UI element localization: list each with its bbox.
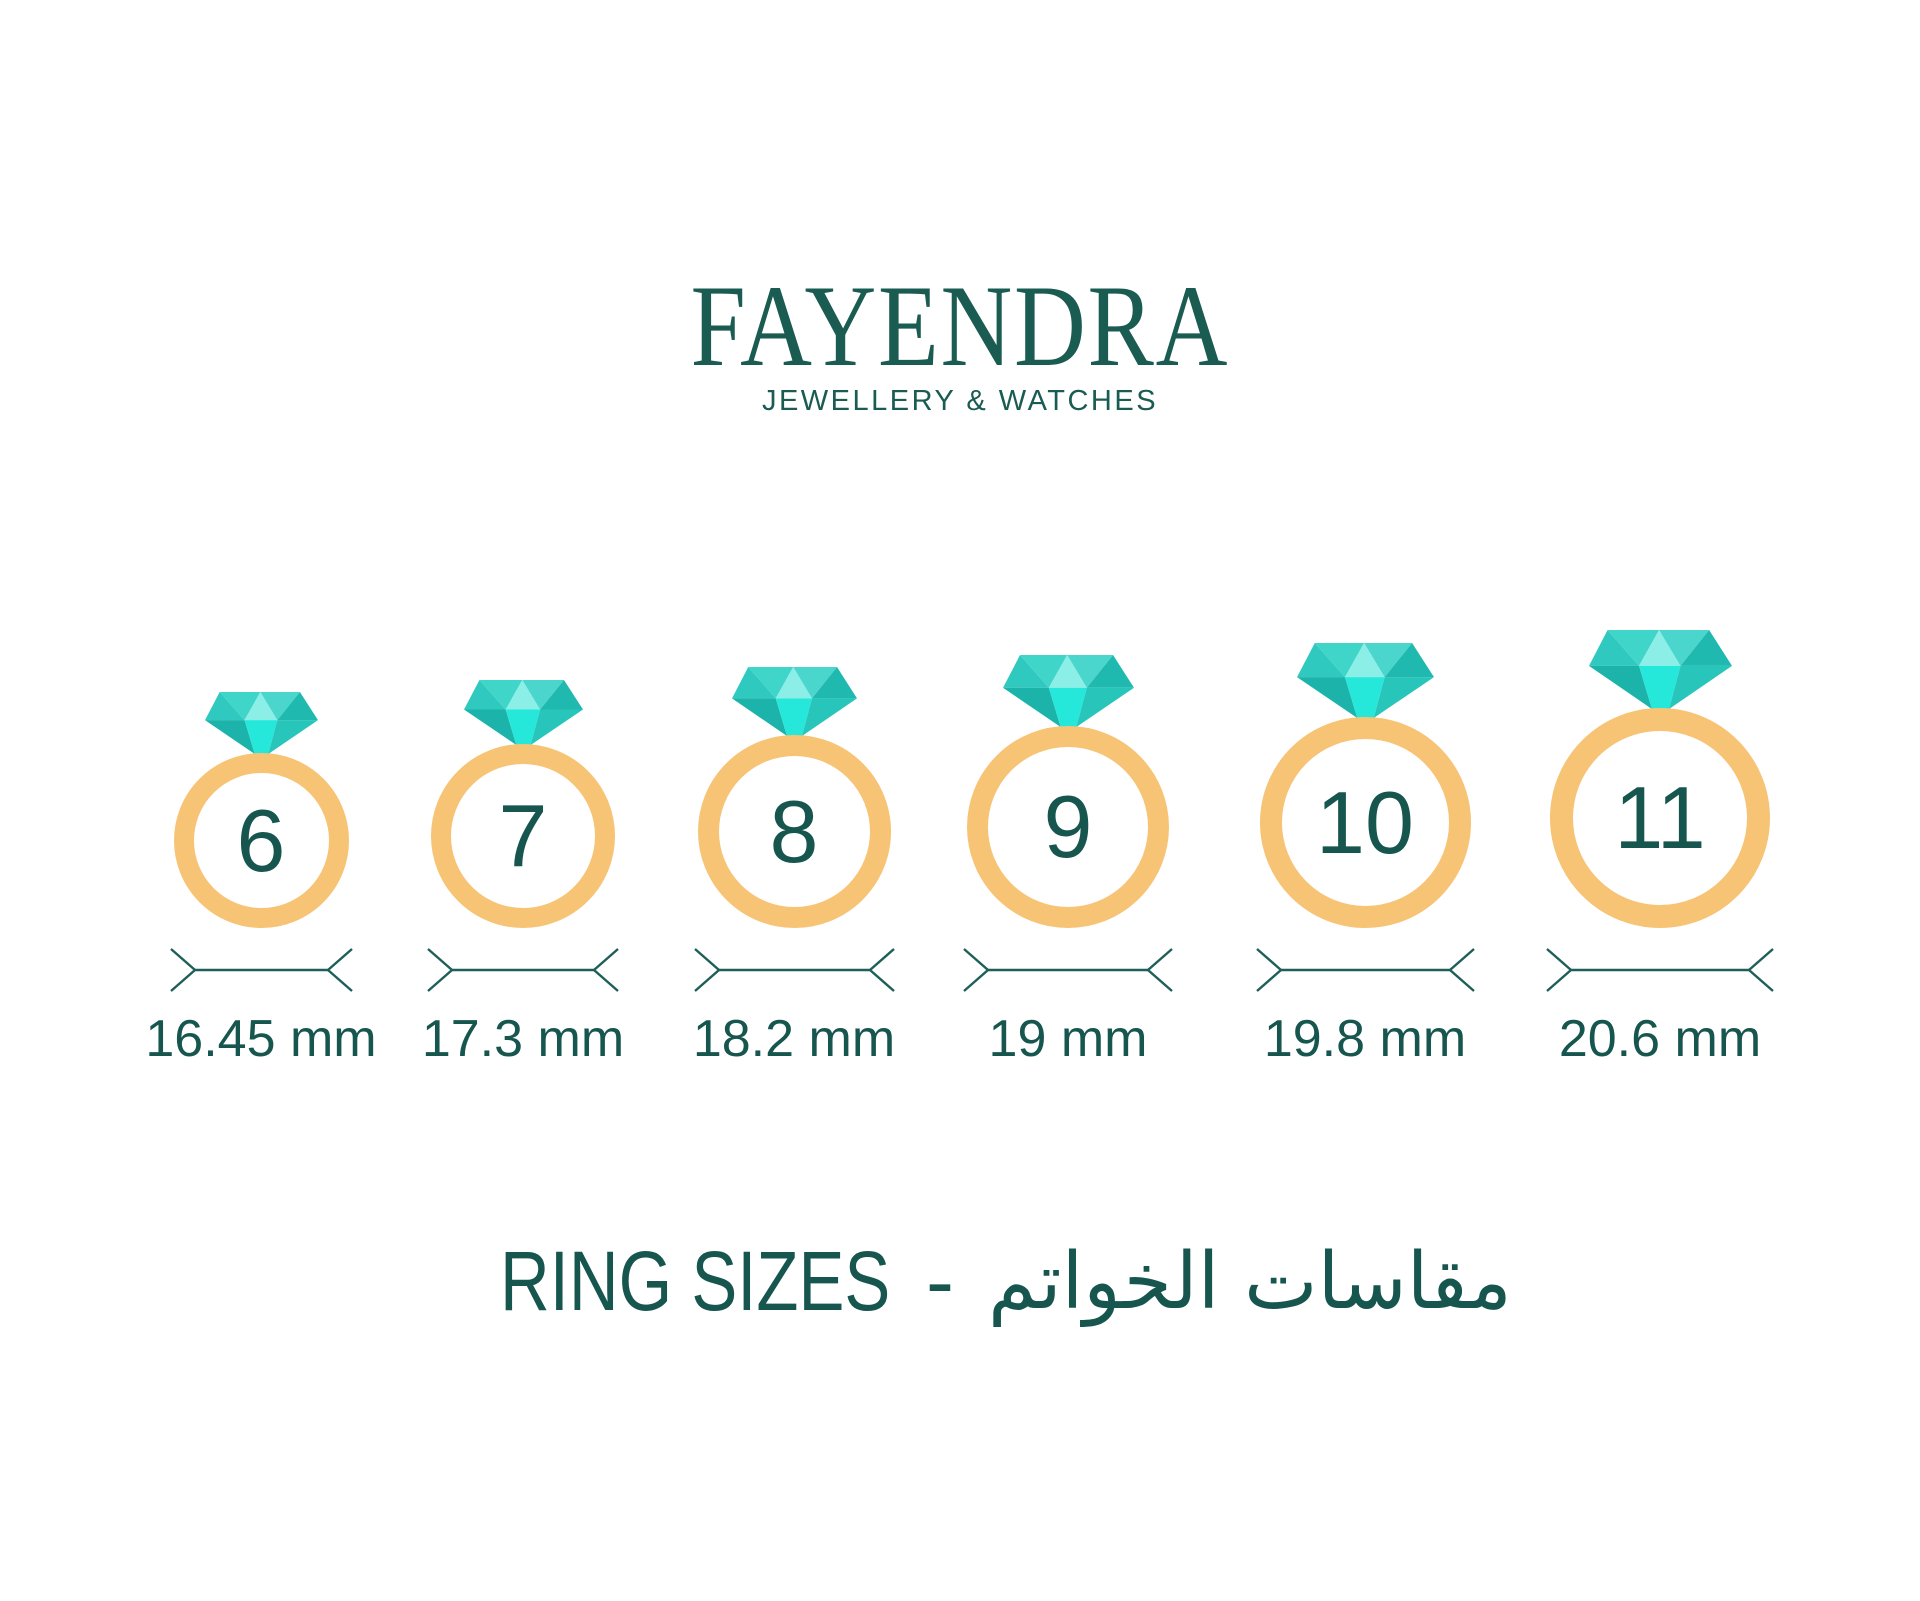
brand-name: FAYENDRA [0,268,1920,385]
diamond-icon [204,692,318,754]
ring-size-number: 8 [769,781,819,881]
diameter-dimension-arrow [693,948,895,992]
diameter-value-label: 20.6 mm [1558,1010,1762,1068]
diameter-value-label: 19 mm [988,1010,1148,1068]
title-separator: - [926,1234,954,1328]
diameter-dimension-arrow [427,948,619,992]
diameter-dimension-arrow [169,948,353,992]
diameter-value-label: 17.3 mm [421,1010,625,1068]
diameter-dimension-arrow [963,948,1173,992]
ring-size-number: 11 [1614,768,1706,867]
diameter-dimension-arrow [1255,948,1475,992]
diamond-icon [731,667,857,736]
ring-size-number: 7 [498,786,548,885]
title-english: RING SIZES [500,1234,891,1328]
diamond-icon [1588,630,1732,709]
title-arabic: مقاسات الخواتم [988,1237,1512,1327]
ring-size-number: 9 [1043,777,1093,876]
diameter-value-label: 16.45 mm [145,1010,377,1068]
diamond-icon [1002,655,1134,727]
diamond-icon [1296,643,1434,718]
ring-size-number: 10 [1316,772,1414,872]
ring-size-number: 6 [236,790,286,890]
diameter-dimension-arrow [1546,948,1774,992]
brand-name-text: FAYENDRA [690,262,1230,391]
brand-tagline: JEWELLERY & WATCHES [761,385,1159,417]
diamond-icon [463,680,583,745]
diameter-value-label: 18.2 mm [692,1010,896,1068]
diameter-value-label: 19.8 mm [1263,1010,1467,1068]
